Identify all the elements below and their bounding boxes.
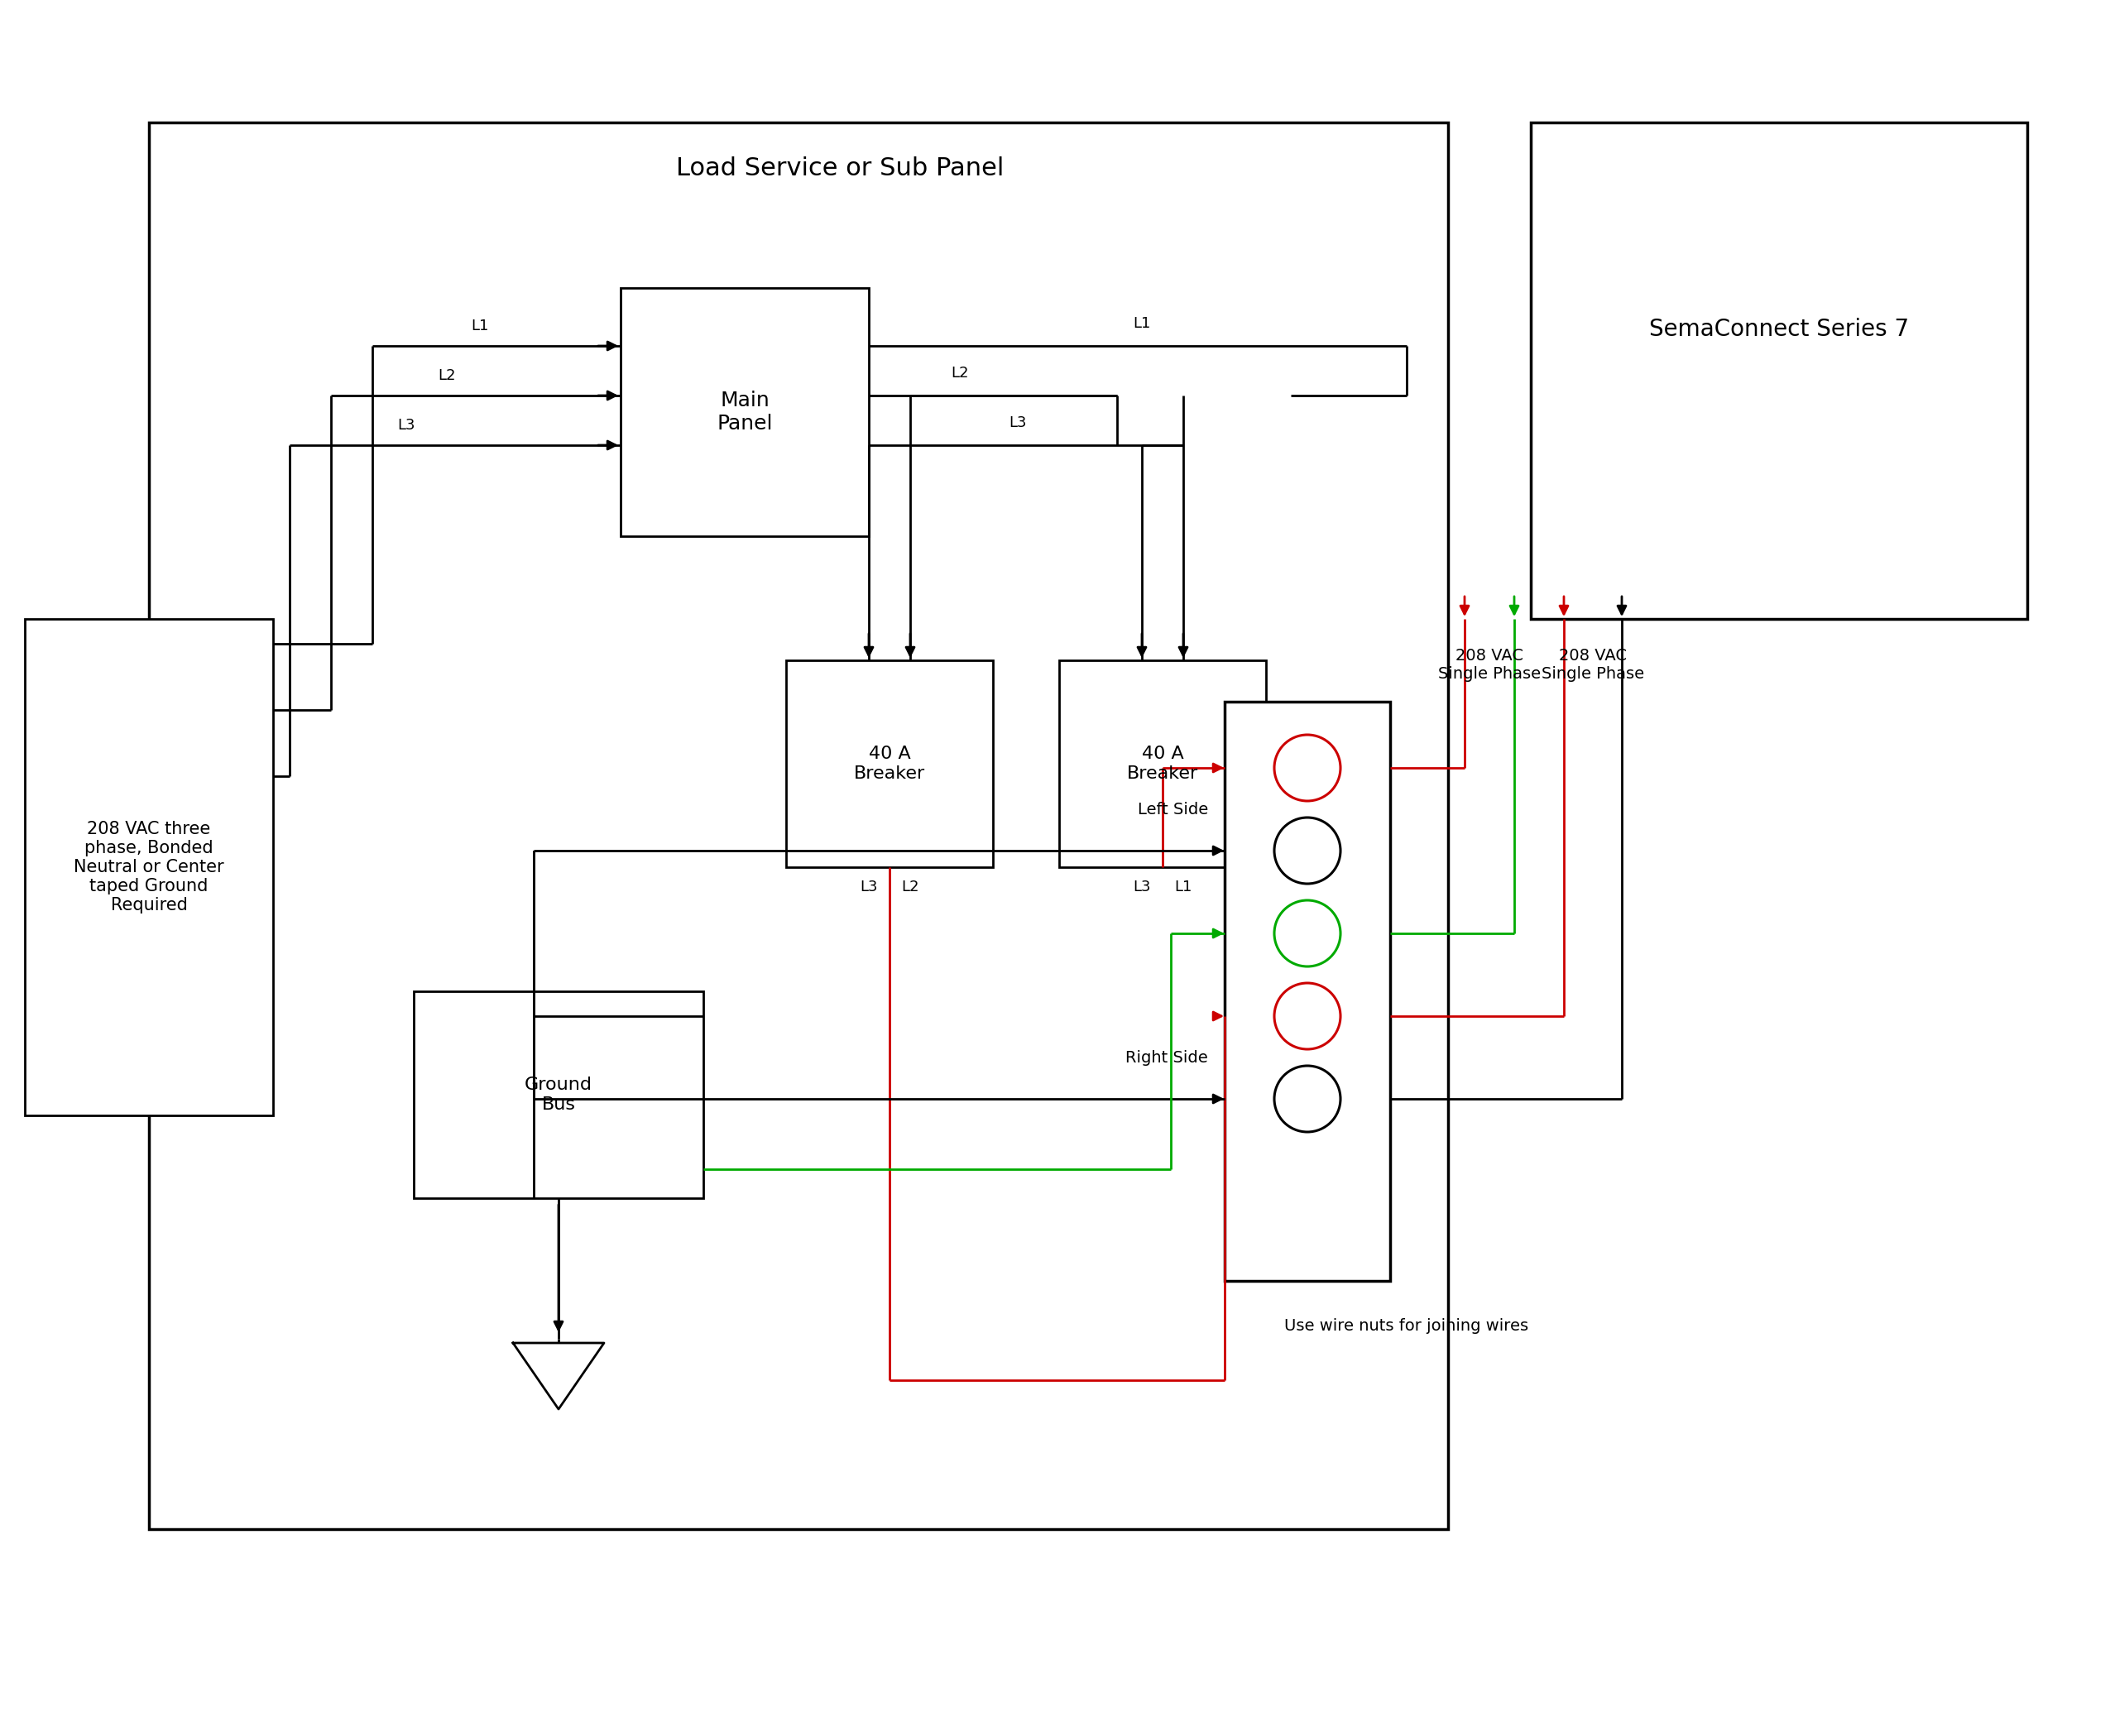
Text: L3: L3	[1133, 880, 1150, 894]
Text: Load Service or Sub Panel: Load Service or Sub Panel	[675, 156, 1004, 181]
Text: Ground
Bus: Ground Bus	[525, 1076, 593, 1113]
Text: Main
Panel: Main Panel	[717, 391, 772, 434]
Text: L3: L3	[397, 418, 416, 432]
Circle shape	[1274, 901, 1340, 967]
Bar	[787, 660, 994, 868]
Bar	[1224, 701, 1390, 1281]
Text: L2: L2	[901, 880, 920, 894]
Text: Left Side: Left Side	[1137, 802, 1209, 818]
Text: L2: L2	[439, 368, 456, 384]
Text: L3: L3	[861, 880, 878, 894]
Circle shape	[1274, 818, 1340, 884]
Text: SemaConnect Series 7: SemaConnect Series 7	[1650, 318, 1910, 340]
Text: 208 VAC
Single Phase: 208 VAC Single Phase	[1439, 648, 1540, 682]
Bar	[150, 123, 1447, 1529]
Text: 208 VAC
Single Phase: 208 VAC Single Phase	[1542, 648, 1644, 682]
Text: L1: L1	[1133, 316, 1150, 332]
Text: 208 VAC three
phase, Bonded
Neutral or Center
taped Ground
Required: 208 VAC three phase, Bonded Neutral or C…	[74, 821, 224, 913]
Bar	[414, 991, 703, 1198]
Text: L1: L1	[471, 319, 490, 333]
Text: Use wire nuts for joining wires: Use wire nuts for joining wires	[1285, 1318, 1530, 1333]
Text: 40 A
Breaker: 40 A Breaker	[1127, 746, 1198, 781]
Text: L3: L3	[1009, 415, 1028, 431]
Text: L2: L2	[952, 366, 968, 380]
Bar	[1059, 660, 1266, 868]
Circle shape	[1274, 983, 1340, 1049]
Bar	[620, 288, 869, 536]
Circle shape	[1274, 1066, 1340, 1132]
Circle shape	[1274, 734, 1340, 800]
Text: Right Side: Right Side	[1125, 1050, 1209, 1066]
Bar	[25, 620, 272, 1116]
Text: 40 A
Breaker: 40 A Breaker	[855, 746, 924, 781]
Bar	[1530, 123, 2028, 620]
Text: L1: L1	[1175, 880, 1192, 894]
